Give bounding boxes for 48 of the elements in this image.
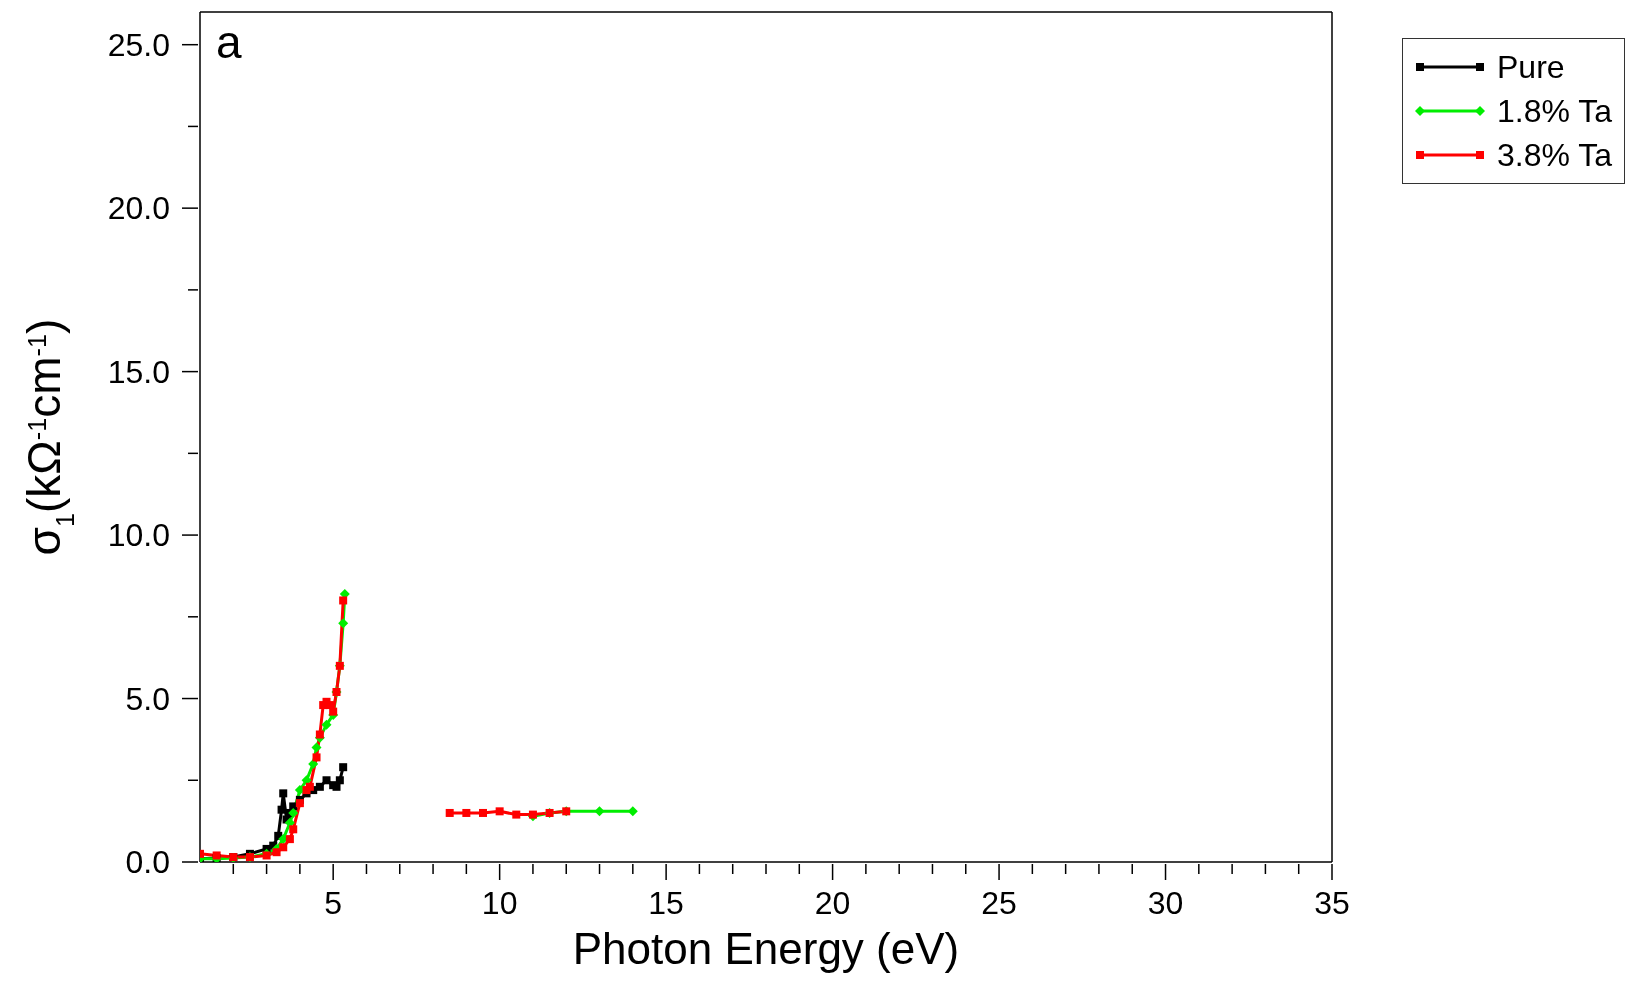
point xyxy=(285,835,294,844)
point xyxy=(301,775,312,786)
x-tick-label: 5 xyxy=(324,885,343,921)
x-tick-label: 35 xyxy=(1314,885,1350,921)
annotation: a xyxy=(216,16,242,68)
legend-label: Pure xyxy=(1497,48,1565,86)
point xyxy=(445,808,454,817)
y-tick-label: 15.0 xyxy=(107,353,170,390)
point xyxy=(322,776,331,785)
point xyxy=(338,618,349,629)
point xyxy=(321,719,332,730)
point xyxy=(512,810,521,819)
point xyxy=(462,808,471,817)
point xyxy=(594,806,605,817)
y-tick-label: 25.0 xyxy=(107,26,170,63)
point xyxy=(311,742,322,753)
point xyxy=(272,848,281,857)
point xyxy=(305,782,314,791)
y-tick-label: 10.0 xyxy=(107,517,170,554)
point xyxy=(277,805,286,814)
point xyxy=(335,776,344,785)
point xyxy=(312,753,321,762)
y-tick-label: 0.0 xyxy=(125,844,170,880)
point xyxy=(295,799,304,808)
point xyxy=(289,825,298,834)
point xyxy=(308,758,319,769)
y-tick-label: 20.0 xyxy=(107,190,170,227)
y-tick-label: 5.0 xyxy=(125,680,170,717)
point xyxy=(495,807,504,816)
x-axis-title: Photon Energy (eV) xyxy=(572,924,960,973)
x-tick-label: 15 xyxy=(648,885,684,921)
point xyxy=(325,701,334,710)
x-tick-label: 30 xyxy=(1147,885,1184,921)
point xyxy=(339,596,348,605)
point xyxy=(279,843,288,852)
point xyxy=(315,782,324,791)
point xyxy=(279,789,288,798)
point xyxy=(339,763,348,772)
legend-label: 1.8% Ta xyxy=(1497,92,1613,130)
point xyxy=(288,807,299,818)
point xyxy=(329,707,338,716)
x-tick-label: 25 xyxy=(981,885,1017,921)
point xyxy=(479,808,487,817)
x-tick-label: 20 xyxy=(814,885,851,921)
x-tick-label: 10 xyxy=(481,885,518,921)
legend-label: 3.8% Ta xyxy=(1497,136,1613,174)
point xyxy=(315,730,324,739)
point xyxy=(627,806,638,817)
